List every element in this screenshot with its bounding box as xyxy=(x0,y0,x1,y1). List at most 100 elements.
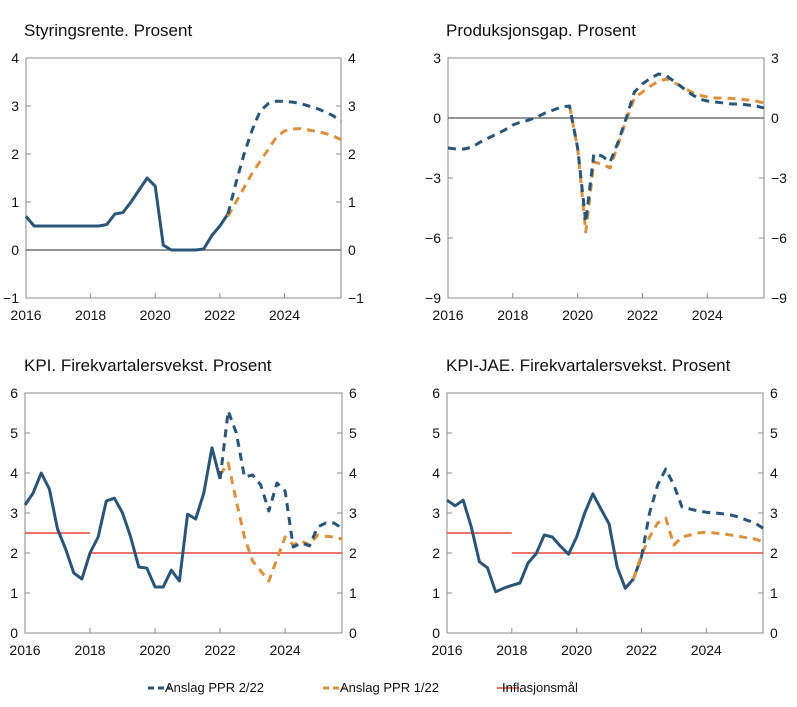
y-tick-label-left: −3 xyxy=(425,170,441,186)
series-ppr122-forecast xyxy=(631,516,764,580)
y-tick-label-right: 2 xyxy=(349,545,357,561)
chart-title: Produksjonsgap. Prosent xyxy=(446,21,636,40)
y-tick-label-left: 4 xyxy=(10,465,18,481)
y-tick-label-left: 0 xyxy=(11,242,19,258)
y-tick-label-left: 3 xyxy=(433,50,441,66)
y-tick-label-right: 1 xyxy=(770,585,778,601)
y-tick-label-right: −6 xyxy=(771,230,787,246)
y-tick-label-right: 0 xyxy=(348,242,356,258)
series-history xyxy=(24,176,230,252)
legend-label: Inflasjonsmål xyxy=(502,680,578,695)
y-tick-label-left: 5 xyxy=(432,425,440,441)
x-tick-label: 2020 xyxy=(562,307,593,323)
y-tick-label-right: −9 xyxy=(771,290,787,306)
plot-frame xyxy=(446,392,764,634)
y-tick-label-right: 3 xyxy=(348,98,356,114)
y-tick-label-left: 5 xyxy=(10,425,18,441)
x-tick-label: 2024 xyxy=(691,642,722,658)
series-ppr122-forecast xyxy=(226,127,342,218)
series-ppr122-forecast xyxy=(218,461,343,583)
chart-title: KPI. Firekvartalersvekst. Prosent xyxy=(24,356,272,375)
y-tick-label-right: 0 xyxy=(771,110,779,126)
x-tick-label: 2018 xyxy=(497,307,528,323)
y-tick-label-right: 6 xyxy=(770,385,778,401)
y-tick-label-right: 5 xyxy=(349,425,357,441)
x-tick-label: 2022 xyxy=(204,307,235,323)
y-tick-label-right: −3 xyxy=(771,170,787,186)
plot-frame xyxy=(447,57,765,299)
legend-label: Anslag PPR 2/22 xyxy=(165,680,264,695)
legend-item-ppr122: Anslag PPR 1/22 xyxy=(323,680,439,695)
y-tick-label-right: 3 xyxy=(770,505,778,521)
y-tick-label-right: 4 xyxy=(770,465,778,481)
x-tick-label: 2018 xyxy=(75,307,106,323)
series-ppr222-forecast xyxy=(218,409,343,549)
y-tick-label-left: −6 xyxy=(425,230,441,246)
y-tick-label-left: 2 xyxy=(11,146,19,162)
panel-4: KPI-JAE. Firekvartalersvekst. Prosent 0 0 1… xyxy=(431,356,778,658)
panel-1: Styringsrente. Prosent −1 −1 0 0 1 1 2 2 3 3 4 4 2016… xyxy=(3,21,364,323)
y-tick-label-right: 0 xyxy=(349,625,357,641)
y-tick-label-left: −9 xyxy=(425,290,441,306)
series-ppr222-forecast xyxy=(226,99,342,215)
y-tick-label-left: −1 xyxy=(3,290,19,306)
y-tick-label-left: 1 xyxy=(11,194,19,210)
panel-2: Produksjonsgap. Prosent −9 −9 −6 −6 −3 −3 0 0 3 3 2… xyxy=(425,21,787,323)
y-tick-label-left: 3 xyxy=(432,505,440,521)
legend-item-target: Inflasjonsmål xyxy=(497,680,578,695)
x-tick-label: 2016 xyxy=(432,307,463,323)
x-tick-label: 2018 xyxy=(496,642,527,658)
chart-title: Styringsrente. Prosent xyxy=(24,21,192,40)
x-tick-label: 2020 xyxy=(140,307,171,323)
y-tick-label-right: 6 xyxy=(349,385,357,401)
y-tick-label-left: 6 xyxy=(10,385,18,401)
x-tick-label: 2018 xyxy=(74,642,105,658)
x-tick-label: 2022 xyxy=(626,642,657,658)
y-tick-label-right: 2 xyxy=(348,146,356,162)
legend: Anslag PPR 2/22 Anslag PPR 1/22 Inflasjons… xyxy=(148,680,578,695)
legend-label: Anslag PPR 1/22 xyxy=(340,680,439,695)
y-tick-label-left: 4 xyxy=(11,50,19,66)
x-tick-label: 2022 xyxy=(627,307,658,323)
y-tick-label-left: 3 xyxy=(10,505,18,521)
y-tick-label-left: 0 xyxy=(433,110,441,126)
series-history xyxy=(446,492,643,594)
x-tick-label: 2024 xyxy=(692,307,723,323)
x-tick-label: 2020 xyxy=(561,642,592,658)
y-tick-label-right: 4 xyxy=(349,465,357,481)
y-tick-label-right: 0 xyxy=(770,625,778,641)
x-tick-label: 2022 xyxy=(204,642,235,658)
y-tick-label-right: 1 xyxy=(349,585,357,601)
series-ppr222-forecast xyxy=(639,467,764,558)
y-tick-label-left: 2 xyxy=(432,545,440,561)
y-tick-label-left: 0 xyxy=(432,625,440,641)
y-tick-label-left: 1 xyxy=(10,585,18,601)
y-tick-label-left: 1 xyxy=(432,585,440,601)
y-tick-label-left: 2 xyxy=(10,545,18,561)
y-tick-label-left: 4 xyxy=(432,465,440,481)
series-ppr222-forecast xyxy=(447,72,765,224)
y-tick-label-right: 2 xyxy=(770,545,778,561)
x-tick-label: 2024 xyxy=(270,642,301,658)
y-tick-label-right: 1 xyxy=(348,194,356,210)
series-history xyxy=(23,446,222,589)
y-tick-label-left: 6 xyxy=(432,385,440,401)
chart-title: KPI-JAE. Firekvartalersvekst. Prosent xyxy=(446,356,731,375)
y-tick-label-right: 5 xyxy=(770,425,778,441)
x-tick-label: 2016 xyxy=(10,307,41,323)
legend-item-ppr222: Anslag PPR 2/22 xyxy=(148,680,264,695)
plot-frame xyxy=(24,392,343,634)
x-tick-label: 2016 xyxy=(431,642,462,658)
y-tick-label-right: −1 xyxy=(348,290,364,306)
x-tick-label: 2020 xyxy=(139,642,170,658)
panel-3: KPI. Firekvartalersvekst. Prosent 0 0 1 1 2 2 3… xyxy=(9,356,357,658)
y-tick-label-right: 4 xyxy=(348,50,356,66)
x-tick-label: 2016 xyxy=(9,642,40,658)
plot-frame xyxy=(25,57,342,299)
x-tick-label: 2024 xyxy=(269,307,300,323)
y-tick-label-left: 0 xyxy=(10,625,18,641)
series-ppr122-forecast xyxy=(568,77,765,234)
y-tick-label-left: 3 xyxy=(11,98,19,114)
y-tick-label-right: 3 xyxy=(349,505,357,521)
